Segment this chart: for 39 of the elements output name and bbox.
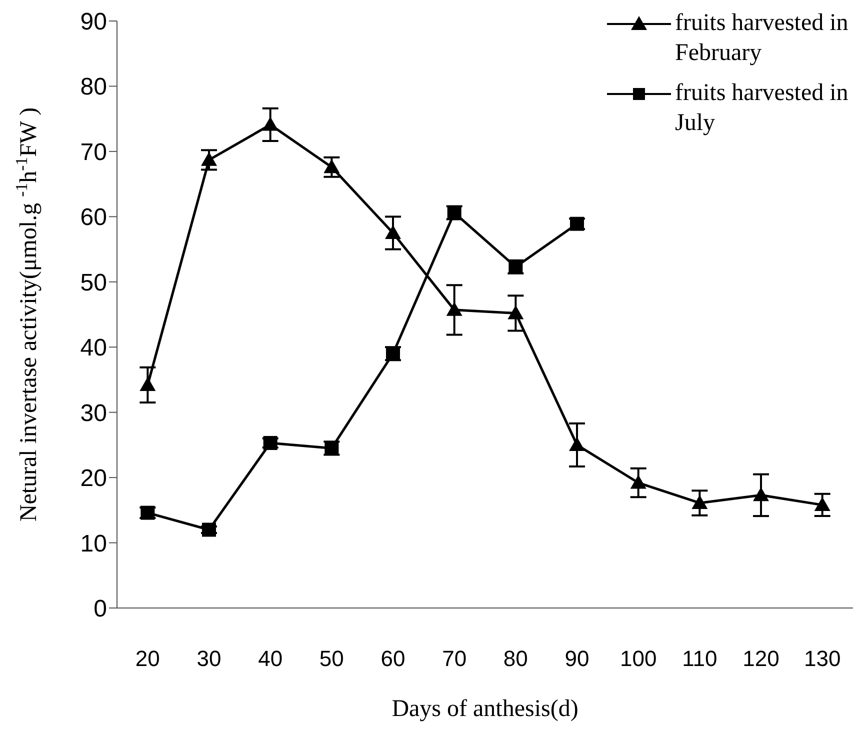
x-tick-label: 70 [442, 646, 467, 671]
x-tick-label: 90 [564, 646, 590, 671]
y-tick-label: 0 [94, 596, 107, 623]
point [385, 224, 401, 239]
y-tick-label: 50 [80, 269, 107, 296]
x-tick-label: 130 [804, 646, 841, 671]
y-tick-label: 60 [80, 204, 107, 232]
x-tick-label: 20 [135, 646, 160, 671]
x-tick-label: 100 [620, 646, 657, 671]
x-tick-label: 40 [258, 646, 283, 671]
point [201, 152, 217, 166]
x-axis-title: Days of anthesis(d) [392, 696, 578, 722]
x-tick-label: 110 [682, 646, 718, 671]
point [814, 496, 830, 511]
x-tick-label: 30 [196, 646, 222, 671]
x-tick-label: 50 [319, 646, 344, 671]
y-tick-label: 40 [80, 334, 107, 362]
point [446, 302, 462, 316]
point [324, 159, 340, 174]
point [692, 494, 708, 509]
y-tick-label: 80 [80, 74, 107, 101]
point [202, 522, 216, 537]
legend-label: fruits harvested in July [675, 79, 850, 138]
point [140, 376, 156, 391]
point [753, 487, 769, 502]
y-tick-label: 70 [80, 138, 107, 166]
point [569, 436, 585, 451]
x-tick-label: 120 [742, 646, 780, 671]
y-tick-label: 30 [80, 400, 107, 427]
y-tick-label: 90 [80, 8, 107, 36]
point [630, 474, 646, 489]
x-tick-label: 80 [503, 646, 528, 671]
x-tick-label: 60 [380, 646, 406, 671]
point [262, 116, 278, 131]
y-tick-label: 20 [80, 465, 107, 492]
point [570, 216, 584, 231]
legend-label: fruits harvested in February [675, 9, 850, 68]
point [508, 305, 524, 320]
y-tick-label: 10 [80, 530, 107, 558]
